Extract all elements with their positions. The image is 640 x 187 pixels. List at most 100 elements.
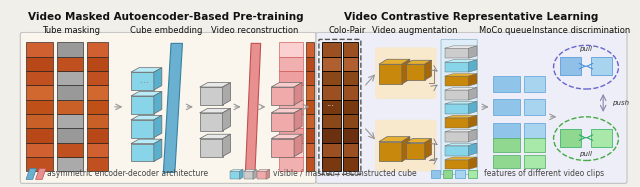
Polygon shape bbox=[445, 129, 477, 132]
Polygon shape bbox=[468, 60, 477, 72]
Bar bbox=[322, 143, 341, 157]
Polygon shape bbox=[244, 171, 253, 179]
Text: pull: pull bbox=[579, 46, 593, 52]
Bar bbox=[307, 157, 314, 171]
Polygon shape bbox=[223, 134, 230, 157]
Text: ...: ... bbox=[140, 75, 149, 85]
Bar bbox=[307, 42, 314, 57]
Polygon shape bbox=[379, 64, 402, 84]
FancyBboxPatch shape bbox=[20, 33, 316, 183]
Polygon shape bbox=[131, 96, 154, 114]
Polygon shape bbox=[402, 137, 410, 162]
Text: Video reconstruction: Video reconstruction bbox=[211, 25, 299, 35]
FancyBboxPatch shape bbox=[441, 39, 477, 174]
Bar bbox=[524, 123, 545, 139]
Text: ...: ... bbox=[209, 75, 218, 85]
Polygon shape bbox=[257, 171, 266, 179]
Bar bbox=[26, 57, 52, 71]
Polygon shape bbox=[425, 139, 431, 159]
Bar bbox=[279, 157, 303, 171]
Polygon shape bbox=[379, 59, 410, 64]
Text: Cube embedding: Cube embedding bbox=[130, 25, 202, 35]
Polygon shape bbox=[379, 142, 402, 162]
Polygon shape bbox=[294, 134, 302, 157]
Polygon shape bbox=[271, 139, 294, 157]
Polygon shape bbox=[253, 169, 257, 179]
Bar bbox=[87, 57, 108, 71]
Polygon shape bbox=[200, 83, 230, 87]
Bar bbox=[493, 154, 520, 168]
Polygon shape bbox=[468, 129, 477, 142]
Text: ...: ... bbox=[280, 75, 289, 85]
Bar bbox=[56, 71, 83, 85]
Polygon shape bbox=[468, 46, 477, 58]
Polygon shape bbox=[154, 68, 162, 90]
Text: Colo-Pair: Colo-Pair bbox=[329, 25, 366, 35]
Polygon shape bbox=[230, 169, 243, 171]
Bar bbox=[307, 143, 314, 157]
Polygon shape bbox=[406, 143, 425, 159]
Bar bbox=[56, 157, 83, 171]
Bar bbox=[307, 128, 314, 143]
Bar bbox=[343, 157, 358, 171]
Bar bbox=[26, 143, 52, 157]
Bar bbox=[343, 114, 358, 128]
FancyBboxPatch shape bbox=[316, 33, 627, 183]
Bar bbox=[56, 85, 83, 100]
Polygon shape bbox=[200, 134, 230, 139]
Bar bbox=[322, 57, 341, 71]
Bar bbox=[56, 42, 83, 57]
Text: MoCo queue: MoCo queue bbox=[479, 25, 531, 35]
Polygon shape bbox=[257, 169, 269, 171]
Bar bbox=[591, 57, 612, 75]
Bar bbox=[56, 143, 83, 157]
Polygon shape bbox=[154, 139, 162, 162]
Polygon shape bbox=[445, 104, 468, 114]
Bar bbox=[431, 170, 440, 178]
Polygon shape bbox=[445, 76, 468, 86]
Polygon shape bbox=[445, 62, 468, 72]
Polygon shape bbox=[131, 120, 154, 138]
Bar bbox=[307, 114, 314, 128]
Polygon shape bbox=[445, 46, 477, 48]
Text: Video Contrastive Representative Learning: Video Contrastive Representative Learnin… bbox=[344, 12, 598, 22]
Polygon shape bbox=[445, 88, 477, 90]
Bar bbox=[56, 57, 83, 71]
Polygon shape bbox=[425, 60, 431, 80]
Polygon shape bbox=[131, 68, 162, 72]
Bar bbox=[343, 85, 358, 100]
Polygon shape bbox=[445, 74, 477, 76]
Bar bbox=[343, 71, 358, 85]
Polygon shape bbox=[154, 91, 162, 114]
Bar bbox=[322, 42, 341, 57]
Text: Tube masking: Tube masking bbox=[42, 25, 100, 35]
Polygon shape bbox=[468, 74, 477, 86]
Bar bbox=[322, 128, 341, 143]
Text: Instance discrimination: Instance discrimination bbox=[532, 25, 630, 35]
Bar bbox=[307, 85, 314, 100]
Polygon shape bbox=[200, 139, 223, 157]
Polygon shape bbox=[131, 91, 162, 96]
Polygon shape bbox=[406, 64, 425, 80]
Bar bbox=[26, 157, 52, 171]
Polygon shape bbox=[163, 43, 182, 172]
Bar bbox=[26, 128, 52, 143]
Bar bbox=[279, 71, 303, 85]
Text: pull: pull bbox=[579, 151, 593, 157]
Polygon shape bbox=[445, 118, 468, 128]
Polygon shape bbox=[36, 168, 46, 179]
Bar bbox=[279, 100, 303, 114]
Text: visible / masked / reconstructed cube: visible / masked / reconstructed cube bbox=[273, 169, 417, 178]
Bar bbox=[560, 129, 581, 147]
Bar bbox=[322, 100, 341, 114]
Bar bbox=[307, 57, 314, 71]
Polygon shape bbox=[445, 146, 468, 156]
Polygon shape bbox=[200, 108, 230, 113]
Bar bbox=[279, 143, 303, 157]
Text: features of different video clips: features of different video clips bbox=[484, 169, 604, 178]
Polygon shape bbox=[468, 101, 477, 114]
Polygon shape bbox=[131, 144, 154, 162]
Polygon shape bbox=[468, 115, 477, 128]
Polygon shape bbox=[294, 108, 302, 131]
Bar bbox=[591, 129, 612, 147]
